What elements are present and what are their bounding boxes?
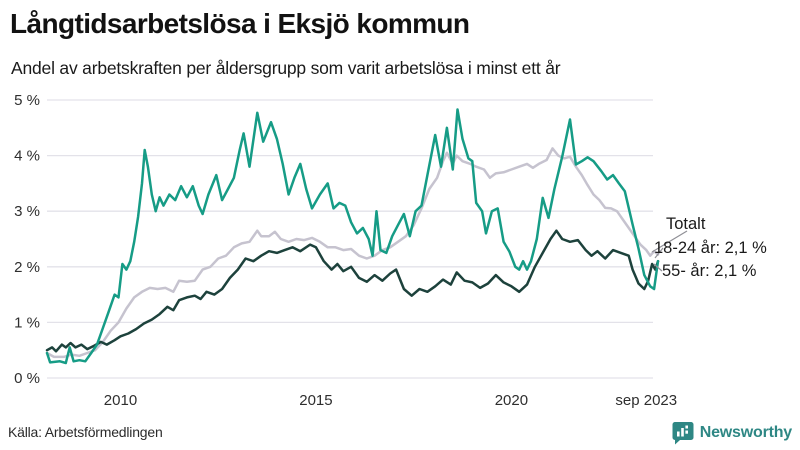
brand-name: Newsworthy [699, 424, 792, 441]
y-tick-label: 1 % [14, 314, 40, 331]
annotation-leader-line [653, 263, 663, 272]
annotation-leader-line [654, 247, 664, 259]
y-tick-label: 0 % [14, 370, 40, 387]
x-tick-label: sep 2023 [615, 392, 677, 409]
y-tick-label: 2 % [14, 259, 40, 276]
page-title: Långtidsarbetslösa i Eksjö kommun [10, 8, 470, 39]
series-line-55-ar [45, 229, 660, 353]
y-tick-label: 3 % [14, 203, 40, 220]
annotation-label: Totalt [666, 215, 706, 233]
y-tick-label: 4 % [14, 148, 40, 165]
annotation-label: 18-24 år: 2,1 % [654, 239, 767, 257]
series-line-18-24-ar [45, 108, 660, 365]
newsworthy-logo-icon [672, 421, 694, 445]
x-tick-label: 2015 [299, 392, 332, 409]
y-tick-label: 5 % [14, 92, 40, 109]
page-subtitle: Andel av arbetskraften per åldersgrupp s… [11, 58, 561, 78]
x-tick-label: 2020 [495, 392, 528, 409]
brand-footer: Newsworthy [672, 421, 792, 445]
series-line-totalt [45, 147, 660, 359]
annotation-leader-line [651, 230, 688, 253]
annotation-label: 55- år: 2,1 % [662, 262, 757, 280]
x-tick-label: 2010 [104, 392, 137, 409]
source-attribution: Källa: Arbetsförmedlingen [8, 424, 163, 440]
